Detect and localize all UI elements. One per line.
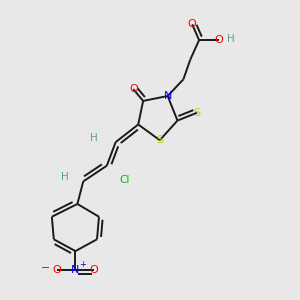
Text: O: O <box>52 265 61 275</box>
Text: −: − <box>41 263 50 273</box>
Text: S: S <box>156 135 164 145</box>
Text: O: O <box>214 35 223 45</box>
Text: O: O <box>129 84 138 94</box>
Text: N: N <box>164 91 172 101</box>
Text: O: O <box>90 265 98 275</box>
Text: O: O <box>188 20 197 29</box>
Text: H: H <box>61 172 68 182</box>
Text: Cl: Cl <box>119 176 130 185</box>
Text: H: H <box>90 133 98 143</box>
Text: N: N <box>71 265 80 275</box>
Text: H: H <box>227 34 235 44</box>
Text: +: + <box>79 260 86 269</box>
Text: S: S <box>194 108 201 118</box>
